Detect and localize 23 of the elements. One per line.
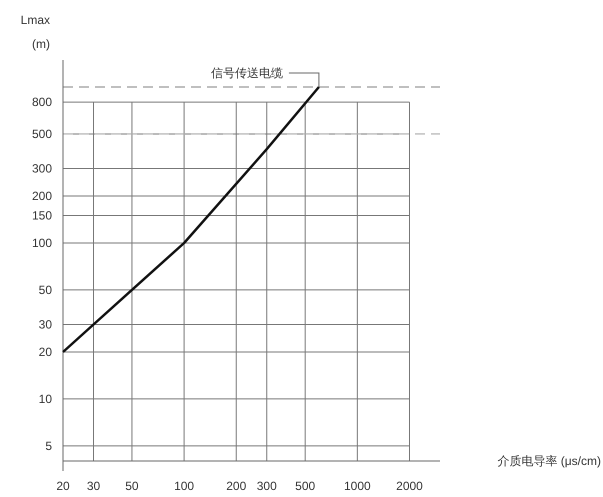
- x-tick-label: 50: [125, 479, 139, 493]
- y-tick-label: 10: [38, 392, 52, 406]
- y-tick-label: 20: [38, 344, 52, 359]
- y-tick-label: 500: [32, 126, 52, 141]
- y-tick-label: 300: [32, 162, 52, 176]
- y-axis-title: Lmax (m): [20, 13, 50, 51]
- y-tick-label: 150: [32, 208, 52, 223]
- x-tick-label: 500: [295, 479, 316, 493]
- y-tick-label: 200: [32, 189, 52, 204]
- y-tick-label: 5: [45, 438, 52, 453]
- y-tick-label: 100: [32, 236, 52, 250]
- x-tick-label: 300: [256, 479, 278, 493]
- x-tick-label: 100: [174, 479, 194, 493]
- y-tick-label: 30: [38, 318, 52, 332]
- y-tick-label: 50: [38, 282, 52, 297]
- x-tick-label: 2000: [396, 479, 424, 493]
- x-tick-label: 1000: [344, 479, 372, 493]
- text: 信号传送电缆: [210, 66, 283, 80]
- x-axis-title: 介质电导率 (μs/cm): [497, 454, 601, 468]
- y-tick-label: 800: [32, 95, 52, 110]
- x-tick-label: 200: [226, 479, 247, 493]
- x-tick-label: 30: [86, 479, 100, 493]
- x-tick-label: 20: [56, 479, 70, 493]
